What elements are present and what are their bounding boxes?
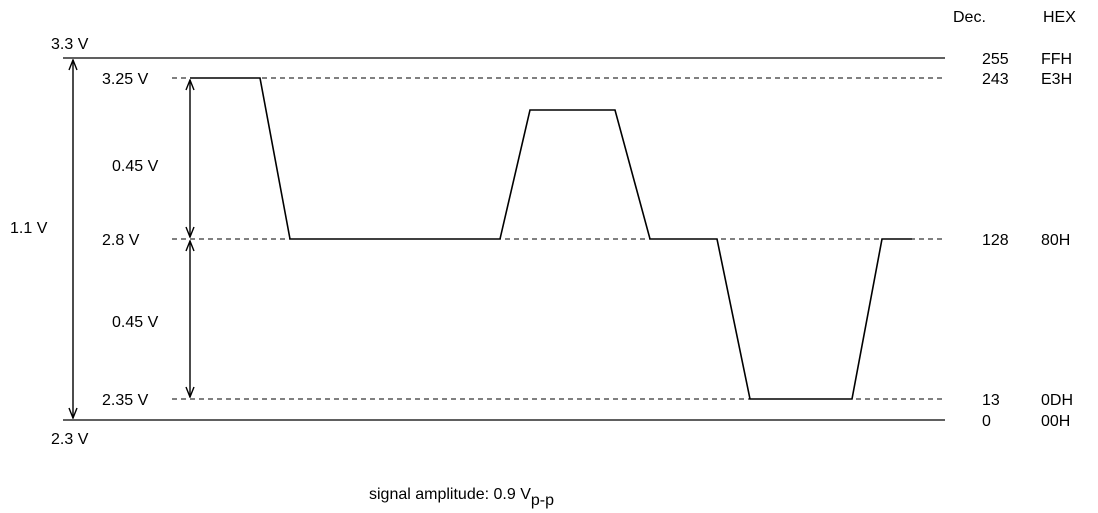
high-voltage-label: 3.25 V: [102, 71, 149, 88]
code-hex-e3h: E3H: [1041, 71, 1072, 88]
code-dec-255: 255: [982, 51, 1009, 68]
hex-column-header: HEX: [1043, 9, 1076, 26]
code-hex-80h: 80H: [1041, 232, 1070, 249]
code-dec-13: 13: [982, 392, 1000, 409]
code-hex-00h: 00H: [1041, 413, 1070, 430]
code-hex-0dh: 0DH: [1041, 392, 1073, 409]
code-hex-ffh: FFH: [1041, 51, 1072, 68]
full-span-label: 1.1 V: [10, 220, 48, 237]
bottom-rail-label: 2.3 V: [51, 431, 89, 448]
code-dec-0: 0: [982, 413, 991, 430]
upper-span-label: 0.45 V: [112, 158, 159, 175]
caption-text: signal amplitude: 0.9 V: [369, 486, 531, 503]
caption-subscript: p-p: [531, 492, 554, 509]
caption: signal amplitude: 0.9 Vp-p: [369, 486, 554, 509]
signal-waveform: [190, 77, 912, 400]
lower-span-label: 0.45 V: [112, 314, 159, 331]
code-dec-243: 243: [982, 71, 1009, 88]
dec-column-header: Dec.: [953, 9, 986, 26]
top-rail-label: 3.3 V: [51, 36, 89, 53]
code-dec-128: 128: [982, 232, 1009, 249]
low-voltage-label: 2.35 V: [102, 392, 149, 409]
mid-voltage-label: 2.8 V: [102, 232, 140, 249]
